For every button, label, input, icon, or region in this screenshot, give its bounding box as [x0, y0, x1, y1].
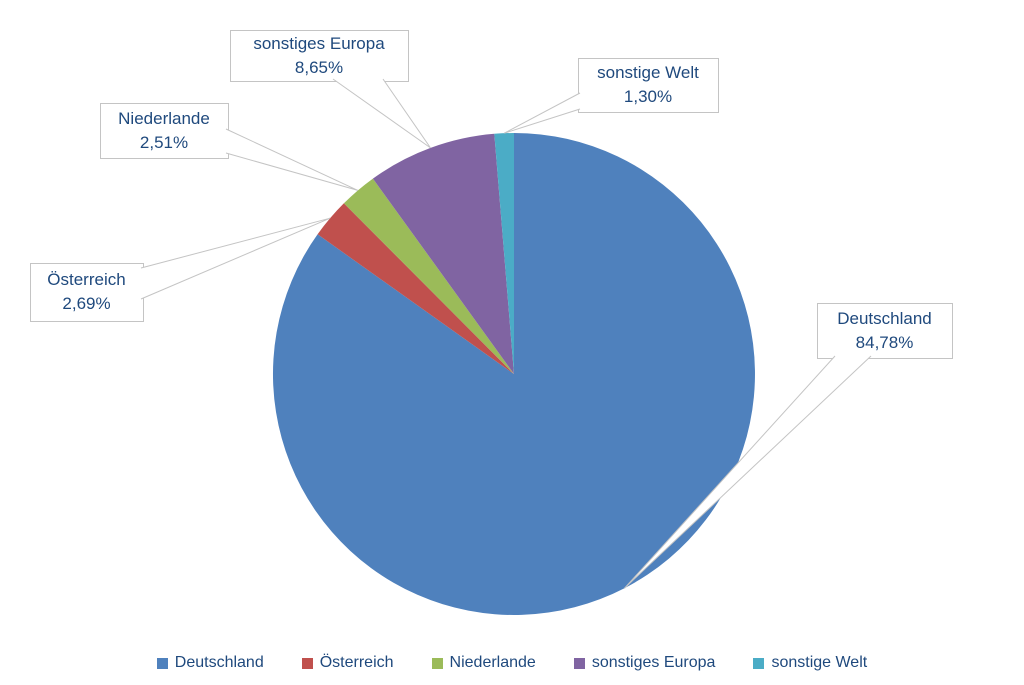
legend-label: sonstige Welt [771, 654, 868, 671]
callout-box-sonstiges-europa [230, 30, 409, 82]
callout-pointer-oesterreich [140, 217, 331, 300]
legend-item-niederlande: Niederlande [431, 653, 536, 673]
legend-swatch-sonstiges-europa [573, 657, 585, 669]
legend-label: sonstiges Europa [591, 654, 716, 671]
callout-pointer-niederlande [225, 128, 359, 191]
callout-box-sonstige-welt [578, 58, 719, 113]
legend-swatch-oesterreich [301, 657, 313, 669]
legend-swatch-sonstige-welt [753, 657, 765, 669]
callout-box-niederlande [100, 103, 229, 159]
legend-swatch-deutschland [156, 657, 168, 669]
callout-pointer-sonstige-welt [503, 92, 581, 134]
legend-item-sonstige-welt: sonstige Welt [753, 653, 867, 673]
callout-pointer-deutschland [624, 355, 872, 589]
legend-item-sonstiges-europa: sonstiges Europa [573, 653, 716, 673]
legend-swatch-niederlande [431, 657, 443, 669]
chart-legend: Deutschland Österreich Niederlande sonst… [0, 650, 1024, 676]
pie-slice-oesterreich [317, 203, 514, 374]
legend-label: Österreich [319, 654, 394, 671]
legend-item-deutschland: Deutschland [156, 653, 264, 673]
pie-slice-sonstiges-europa [372, 133, 514, 374]
pie-slice-deutschland [272, 133, 755, 616]
legend-item-oesterreich: Österreich [301, 653, 394, 673]
callout-box-oesterreich [30, 263, 144, 322]
legend-label: Niederlande [449, 654, 536, 671]
callout-box-deutschland [817, 303, 953, 359]
pie-slice-sonstige-welt [494, 132, 514, 374]
pie-slice-niederlande [343, 178, 514, 374]
legend-label: Deutschland [174, 654, 264, 671]
callout-pointer-sonstiges-europa [332, 78, 431, 149]
